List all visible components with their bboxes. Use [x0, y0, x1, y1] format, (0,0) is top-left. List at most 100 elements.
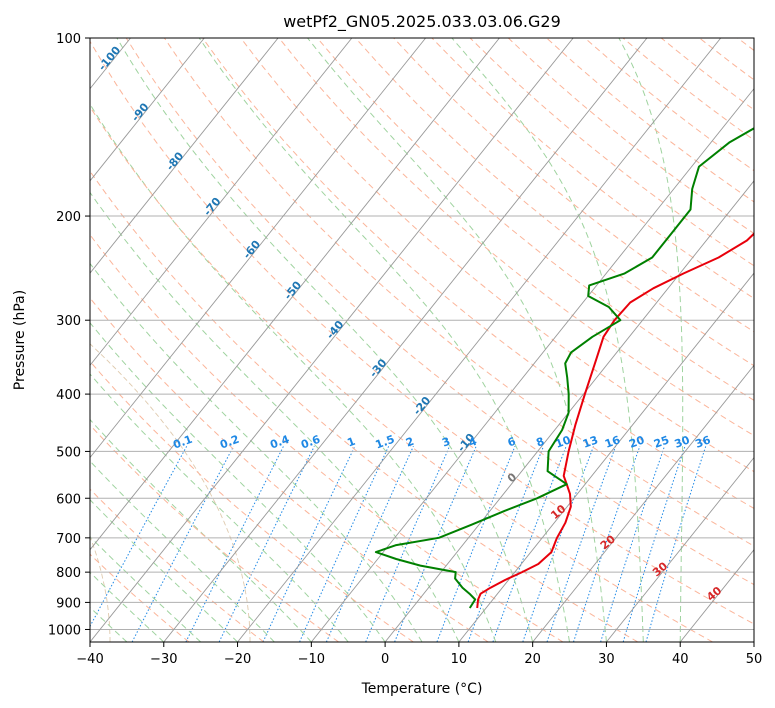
y-tick-label: 400 — [56, 388, 81, 403]
dry-adiabat-line — [90, 106, 713, 642]
moist-adiabat-line — [307, 38, 607, 642]
moist-adiabat-line — [90, 103, 497, 642]
mixing-ratio-lines — [90, 445, 707, 642]
x-tick-label: −20 — [224, 652, 251, 667]
mixing-ratio-label: 8 — [534, 435, 546, 450]
isotherm-line — [532, 364, 754, 642]
x-axis-ticks: −40 −30 −20 −10 0 10 20 30 40 50 — [76, 642, 762, 667]
mixing-ratio-label: 13 — [581, 433, 600, 450]
moist-adiabat-line — [90, 418, 312, 642]
x-tick-label: 40 — [672, 652, 689, 667]
moist-adiabat-line — [90, 460, 275, 642]
mixing-ratio-line — [573, 446, 641, 642]
mixing-ratio-label: 3 — [440, 435, 452, 450]
mixing-ratio-line — [436, 446, 516, 642]
isotherm-line — [90, 38, 574, 642]
isotherm-line — [163, 38, 648, 642]
isotherm-line — [90, 38, 353, 367]
chart-title: wetPf2_GN05.2025.033.03.06.G29 — [283, 12, 561, 32]
x-axis-label: Temperature (°C) — [361, 681, 483, 697]
pressure-gridlines — [90, 38, 754, 630]
mixing-ratio-line — [467, 446, 544, 642]
dry-adiabat-line — [202, 38, 754, 510]
moist-adiabat-line — [90, 535, 202, 642]
isotherm-line — [90, 38, 500, 551]
y-tick-label: 900 — [56, 596, 81, 611]
mixing-ratio-label: 1 — [345, 435, 357, 450]
isotherm-line — [90, 38, 426, 459]
x-tick-label: 50 — [746, 652, 763, 667]
dry-adiabat-line — [90, 297, 489, 642]
temperature-profile-line — [476, 232, 754, 609]
mixing-ratio-line — [546, 446, 617, 642]
moist-adiabat-line — [90, 191, 460, 642]
mixing-ratio-label: 6 — [506, 435, 518, 450]
mixing-ratio-line — [325, 445, 414, 642]
mixing-ratio-line — [492, 446, 567, 642]
dry-adiabat-line — [90, 233, 564, 642]
y-tick-label: 200 — [56, 210, 81, 225]
mixing-ratio-label: 4 — [467, 435, 479, 450]
x-tick-label: −10 — [298, 652, 325, 667]
dewpoint-profile-line — [374, 127, 754, 609]
moist-adiabat-line — [116, 38, 534, 642]
mixing-ratio-label: 20 — [627, 433, 646, 451]
mixing-ratio-label: 0.2 — [218, 433, 241, 452]
dry-adiabat-line — [393, 38, 754, 333]
mixing-ratio-label: 25 — [652, 433, 671, 450]
isotherm-line — [310, 87, 754, 642]
dry-adiabat-line — [90, 424, 339, 642]
dry-adiabat-line — [90, 40, 754, 625]
mixing-ratio-label: 16 — [603, 433, 622, 451]
isotherm-line — [0, 38, 57, 642]
isotherm-line — [753, 641, 754, 642]
isotherm-line — [90, 38, 205, 182]
background-curve — [90, 535, 111, 642]
moist-adiabat-line — [90, 499, 238, 642]
mixing-ratio-label: 0.6 — [299, 433, 322, 452]
mixing-ratio-label: 2 — [404, 435, 416, 450]
x-tick-label: 10 — [451, 652, 468, 667]
x-tick-label: −40 — [76, 652, 103, 667]
mixing-ratio-line — [522, 446, 595, 642]
dry-adiabats — [90, 38, 754, 642]
dry-adiabat-line — [90, 170, 639, 642]
mixing-ratio-line — [185, 445, 284, 642]
mixing-ratio-line — [365, 445, 451, 642]
y-tick-label: 700 — [56, 532, 81, 547]
mixing-ratio-label: 30 — [673, 433, 692, 451]
moist-adiabat-line — [198, 38, 571, 642]
y-tick-label: 600 — [56, 492, 81, 507]
isotherm-line — [606, 456, 754, 642]
dry-adiabat-line — [278, 38, 754, 437]
y-tick-label: 300 — [56, 314, 81, 329]
mixing-ratio-line — [622, 446, 686, 642]
moist-adiabat-line — [90, 373, 349, 642]
dry-adiabat-line — [163, 38, 754, 547]
dry-adiabat-line — [90, 553, 190, 642]
moist-adiabat-line — [451, 38, 644, 642]
y-tick-label: 800 — [56, 566, 81, 581]
mixing-ratio-line — [645, 446, 707, 642]
sounding-series — [374, 127, 754, 609]
mixing-ratio-line — [299, 445, 390, 642]
dry-adiabat-line — [125, 38, 754, 586]
dry-adiabat-line — [355, 38, 754, 367]
y-tick-label: 500 — [56, 445, 81, 460]
moist-adiabat-line — [90, 262, 423, 642]
moist-adiabat-line — [90, 571, 165, 642]
y-tick-label: 100 — [56, 32, 81, 47]
y-axis-ticks: 100 200 300 400 500 600 700 800 900 1000 — [48, 32, 90, 638]
isotherms — [0, 38, 754, 642]
dry-adiabat-line — [316, 38, 754, 401]
mixing-ratio-line — [262, 445, 356, 642]
y-tick-label: 1000 — [48, 623, 81, 638]
isotherm-line — [384, 180, 754, 642]
background-curves — [90, 343, 251, 642]
isotherm-line — [90, 38, 279, 274]
plot-frame — [89, 37, 755, 643]
mixing-ratio-line — [600, 446, 665, 642]
plot-background — [90, 38, 754, 642]
mixing-ratio-label: 36 — [693, 433, 712, 451]
